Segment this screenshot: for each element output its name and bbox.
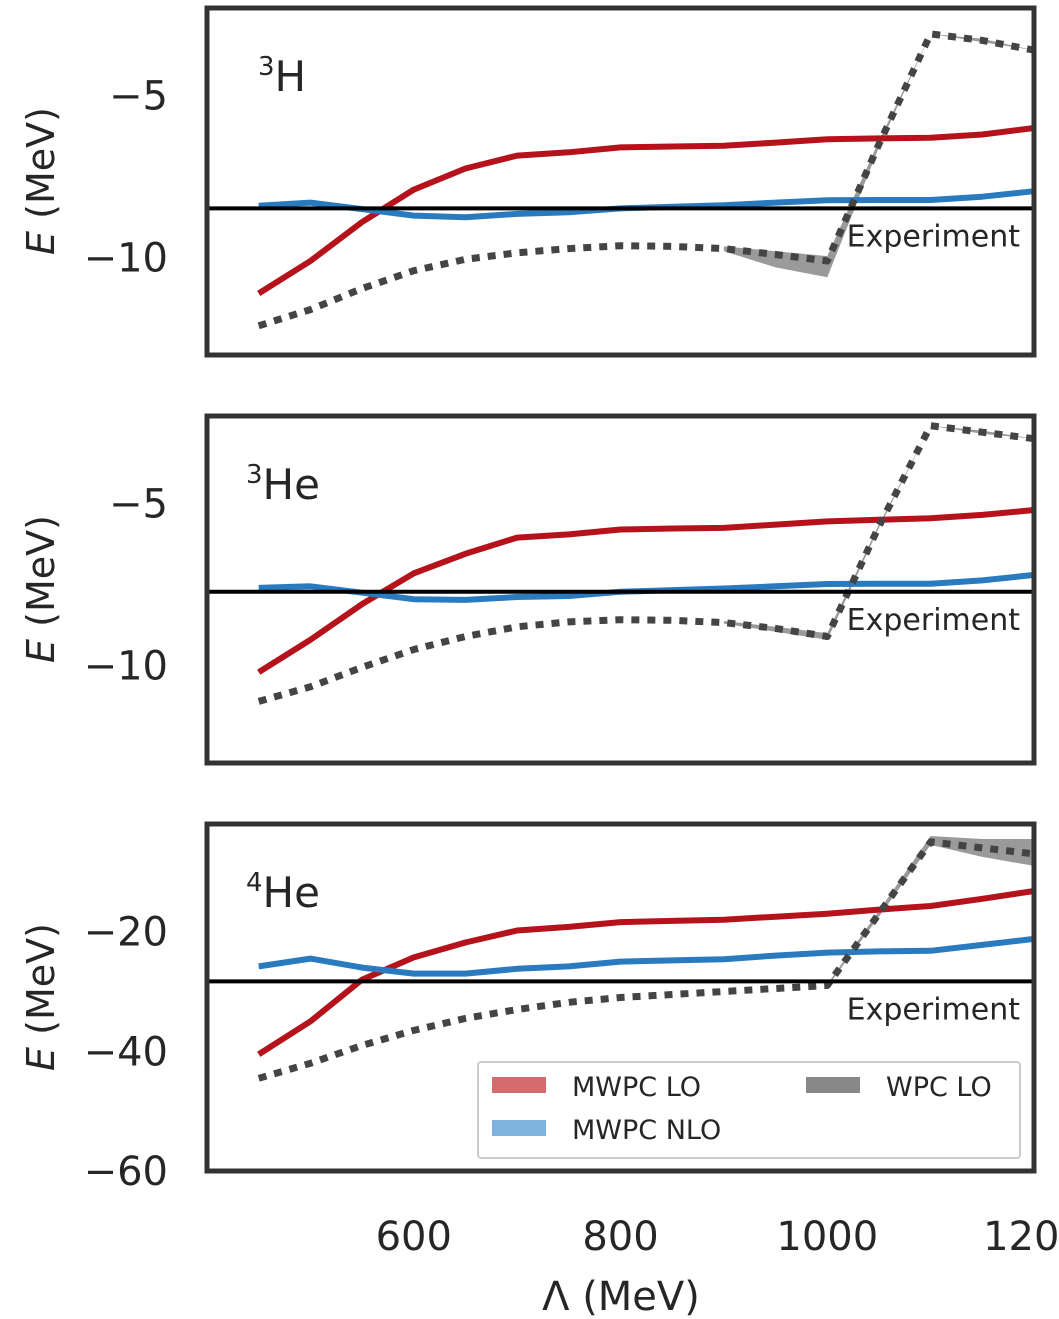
nucleus-mass-number: 3 — [258, 52, 275, 82]
y-tick-label: −60 — [84, 1149, 168, 1195]
x-tick-label: 1000 — [776, 1214, 878, 1260]
panel-he4: −20 −40 −60 4He Experiment E (MeV) MWPC LO… — [19, 821, 1037, 1195]
y-axis-label: E (MeV) — [19, 515, 63, 663]
series-wpc-lo — [257, 838, 1035, 1082]
y-tick-label: −20 — [84, 910, 168, 956]
panel-h3: −5 −10 3H Experiment E (MeV) — [19, 5, 1037, 358]
series-wpc-lo — [257, 422, 1035, 705]
nucleus-mass-number: 4 — [246, 868, 263, 898]
y-axis-variable: E — [19, 231, 63, 255]
panel-frame — [204, 413, 1037, 766]
x-axis-ticks: 600 800 1000 1200 — [376, 1214, 1059, 1260]
y-axis-unit: (MeV) — [19, 107, 63, 231]
nucleus-label: 4He — [246, 868, 320, 917]
legend-label-mwpc-nlo: MWPC NLO — [572, 1115, 721, 1146]
x-tick-label: 600 — [376, 1214, 452, 1260]
wpc-lo-uncertainty-band — [723, 33, 1034, 278]
series-wpc-lo — [257, 30, 1035, 330]
y-tick-label: −5 — [109, 482, 168, 528]
nucleus-label: 3H — [258, 52, 306, 101]
nucleus-label: 3He — [246, 460, 320, 509]
legend-box — [477, 1061, 1021, 1159]
series-mwpc-nlo — [258, 188, 1035, 221]
y-axis-variable: E — [19, 1047, 63, 1071]
series-mwpc-nlo — [258, 935, 1035, 977]
y-axis-variable: E — [19, 639, 63, 663]
legend: MWPC LO WPC LO MWPC NLO — [477, 1061, 1021, 1159]
y-axis-ticks: −5 −10 — [84, 482, 168, 690]
x-axis-label: Λ (MeV) — [542, 1274, 700, 1319]
experiment-label: Experiment — [847, 992, 1021, 1027]
legend-label-mwpc-lo: MWPC LO — [572, 1072, 701, 1103]
nucleus-symbol: H — [275, 52, 307, 101]
legend-swatch-mwpc-nlo — [492, 1120, 546, 1136]
x-tick-label: 1200 — [983, 1214, 1059, 1260]
y-axis-label: E (MeV) — [19, 107, 63, 255]
series-mwpc-nlo — [258, 571, 1035, 603]
series-mwpc-lo — [257, 507, 1035, 675]
panel-frame — [204, 821, 1037, 1174]
panel-frame — [204, 5, 1037, 358]
series-mwpc-lo — [257, 888, 1035, 1057]
series-mwpc-lo — [257, 125, 1035, 296]
nucleus-symbol: He — [263, 868, 320, 917]
y-axis-ticks: −5 −10 — [84, 74, 168, 282]
experiment-label: Experiment — [847, 603, 1021, 638]
y-tick-label: −5 — [109, 74, 168, 120]
legend-swatch-wpc-lo — [806, 1077, 860, 1093]
y-tick-label: −10 — [84, 236, 168, 282]
y-tick-label: −10 — [84, 644, 168, 690]
y-axis-unit: (MeV) — [19, 515, 63, 639]
y-axis-ticks: −20 −40 −60 — [84, 910, 168, 1195]
y-tick-label: −40 — [84, 1029, 168, 1075]
experiment-label: Experiment — [847, 219, 1021, 254]
y-axis-label: E (MeV) — [19, 923, 63, 1071]
nucleus-symbol: He — [263, 460, 320, 509]
legend-swatch-mwpc-lo — [492, 1077, 546, 1093]
legend-label-wpc-lo: WPC LO — [886, 1072, 992, 1103]
y-axis-unit: (MeV) — [19, 923, 63, 1047]
panel-he3: −5 −10 3He Experiment E (MeV) — [19, 413, 1037, 766]
nucleus-mass-number: 3 — [246, 460, 263, 490]
x-tick-label: 800 — [582, 1214, 658, 1260]
